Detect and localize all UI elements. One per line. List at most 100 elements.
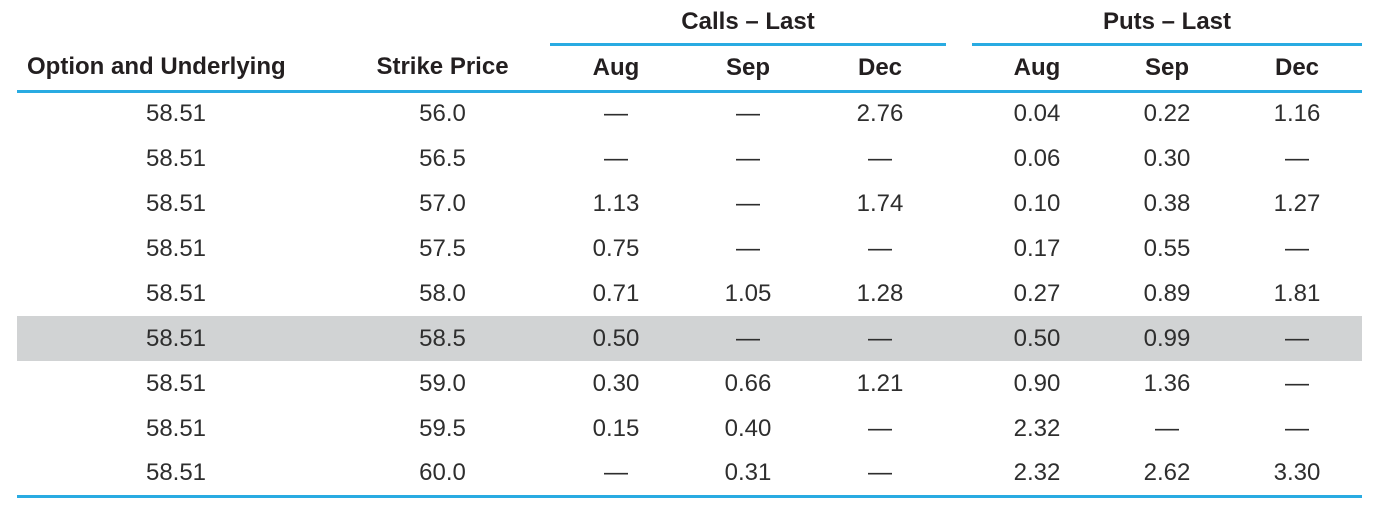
cell-put-sep: 0.55	[1143, 234, 1191, 262]
cell-call-dec: —	[868, 234, 892, 262]
group-gap	[946, 361, 972, 406]
cell-underlying: 58.51	[145, 189, 207, 217]
cell-call-aug: 0.50	[592, 324, 640, 352]
header-option-and-underlying: Option and Underlying	[17, 44, 335, 93]
cell-put-aug: 0.06	[1013, 144, 1061, 172]
cell-underlying: 58.51	[145, 369, 207, 397]
cell-put-aug: 2.32	[1013, 414, 1061, 442]
cell-call-sep: 0.40	[724, 414, 772, 442]
table-row: 58.51 59.0 0.30 0.66 1.21 0.90 1.36 —	[17, 361, 1362, 406]
cell-strike-price: 56.0	[419, 100, 466, 128]
cell-strike-price: 59.5	[419, 414, 466, 442]
cell-call-sep: —	[736, 189, 760, 217]
table-row: 58.51 56.5 — — — 0.06 0.30 —	[17, 136, 1362, 181]
header-puts-aug: Aug	[972, 44, 1102, 93]
header-calls-aug: Aug	[550, 44, 682, 93]
table-row: 58.51 57.0 1.13 — 1.74 0.10 0.38 1.27	[17, 181, 1362, 226]
cell-strike-price: 57.0	[419, 189, 466, 217]
group-gap	[946, 316, 972, 361]
table-row: 58.51 56.0 — — 2.76 0.04 0.22 1.16	[17, 91, 1362, 136]
cell-call-aug: —	[550, 451, 682, 498]
group-header-row: Calls – Last Puts – Last	[17, 2, 1363, 46]
cell-put-sep: 0.99	[1143, 324, 1191, 352]
cell-call-dec: —	[868, 414, 892, 442]
cell-call-dec: 2.76	[856, 100, 904, 128]
spacer-cell	[17, 2, 335, 44]
table-header: Calls – Last Puts – Last Option and Unde…	[17, 2, 1363, 93]
cell-call-aug: 0.30	[592, 369, 640, 397]
cell-strike-price: 58.5	[419, 324, 466, 352]
cell-call-aug: —	[604, 100, 628, 128]
puts-group-header: Puts – Last	[972, 2, 1363, 46]
cell-call-sep: 0.31	[682, 451, 814, 498]
cell-put-aug: 2.32	[972, 451, 1102, 498]
group-gap	[946, 451, 972, 498]
column-header-row: Option and Underlying Strike Price Aug S…	[17, 44, 1363, 93]
cell-put-sep: 1.36	[1143, 369, 1191, 397]
cell-underlying: 58.51	[145, 324, 207, 352]
cell-put-sep: —	[1155, 414, 1179, 442]
cell-call-dec: —	[868, 144, 892, 172]
cell-put-sep: 0.38	[1143, 189, 1191, 217]
cell-put-sep: 0.30	[1143, 144, 1191, 172]
cell-put-aug: 0.10	[1013, 189, 1061, 217]
group-gap	[946, 2, 972, 44]
header-strike-price: Strike Price	[335, 44, 550, 93]
cell-put-sep: 0.22	[1143, 100, 1191, 128]
calls-group-header: Calls – Last	[550, 2, 946, 46]
group-gap	[946, 91, 972, 136]
cell-put-dec: 1.27	[1273, 189, 1321, 217]
cell-put-dec: —	[1285, 414, 1310, 442]
cell-call-dec: 1.21	[856, 369, 904, 397]
cell-call-aug: 0.71	[592, 279, 640, 307]
group-gap	[946, 181, 972, 226]
cell-call-dec: 1.74	[856, 189, 904, 217]
cell-call-aug: 0.15	[592, 414, 640, 442]
cell-put-aug: 0.50	[1013, 324, 1061, 352]
cell-underlying: 58.51	[145, 100, 207, 128]
group-gap	[946, 271, 972, 316]
header-puts-sep: Sep	[1102, 44, 1232, 93]
table-body: 58.51 56.0 — — 2.76 0.04 0.22 1.16 58.51…	[17, 91, 1363, 498]
cell-put-dec: —	[1285, 144, 1310, 172]
cell-strike-price: 58.0	[419, 279, 466, 307]
group-gap	[946, 136, 972, 181]
spacer-cell	[335, 2, 550, 44]
group-gap	[946, 406, 972, 451]
cell-put-dec: 1.81	[1273, 279, 1321, 307]
cell-call-sep: —	[736, 144, 760, 172]
options-quotes-table: Calls – Last Puts – Last Option and Unde…	[17, 2, 1363, 498]
table-row: 58.51 57.5 0.75 — — 0.17 0.55 —	[17, 226, 1362, 271]
cell-call-sep: 1.05	[724, 279, 772, 307]
cell-put-dec: —	[1285, 369, 1310, 397]
cell-put-dec: 1.16	[1273, 100, 1321, 128]
cell-put-dec: —	[1285, 324, 1310, 352]
cell-strike-price: 56.5	[419, 144, 466, 172]
table-row: 58.51 60.0 — 0.31 — 2.32 2.62 3.30	[17, 451, 1363, 498]
cell-put-aug: 0.17	[1013, 234, 1061, 262]
cell-call-dec: —	[814, 451, 946, 498]
cell-put-sep: 2.62	[1102, 451, 1232, 498]
cell-underlying: 58.51	[145, 144, 207, 172]
cell-call-dec: 1.28	[856, 279, 904, 307]
cell-put-dec: 3.30	[1232, 451, 1363, 498]
cell-strike-price: 60.0	[335, 451, 550, 498]
header-calls-sep: Sep	[682, 44, 814, 93]
cell-strike-price: 57.5	[419, 234, 466, 262]
cell-underlying: 58.51	[17, 451, 335, 498]
cell-underlying: 58.51	[145, 414, 207, 442]
cell-put-dec: —	[1285, 234, 1310, 262]
table-row: 58.51 59.5 0.15 0.40 — 2.32 — —	[17, 406, 1362, 451]
cell-strike-price: 59.0	[419, 369, 466, 397]
cell-underlying: 58.51	[145, 234, 207, 262]
header-puts-dec: Dec	[1232, 44, 1363, 93]
cell-call-dec: —	[868, 324, 892, 352]
table-row: 58.51 58.0 0.71 1.05 1.28 0.27 0.89 1.81	[17, 271, 1362, 316]
cell-underlying: 58.51	[145, 279, 207, 307]
cell-call-aug: 1.13	[592, 189, 640, 217]
cell-call-sep: 0.66	[724, 369, 772, 397]
cell-put-aug: 0.90	[1013, 369, 1061, 397]
cell-put-aug: 0.27	[1013, 279, 1061, 307]
group-gap	[946, 44, 972, 93]
table-row-highlighted: 58.51 58.5 0.50 — — 0.50 0.99 —	[17, 316, 1363, 361]
